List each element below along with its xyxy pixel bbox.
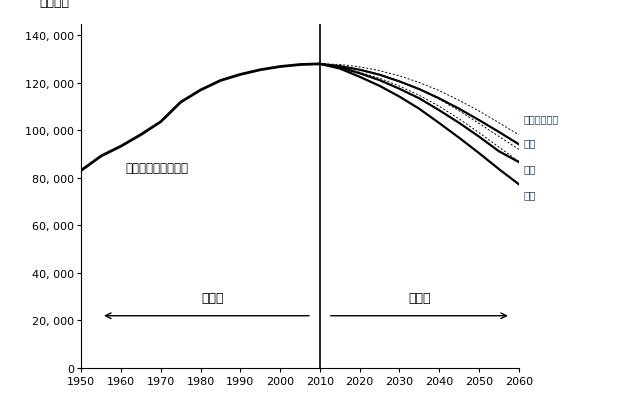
Text: 推計値: 推計値 [408, 291, 431, 304]
Text: 実績値: 実績値 [201, 291, 224, 304]
Text: 中位: 中位 [523, 164, 536, 174]
Text: 低位: 低位 [523, 189, 536, 200]
Text: （千人）: （千人） [40, 0, 70, 9]
Text: 高位: 高位 [523, 138, 536, 148]
Text: 注：破線は前回推計: 注：破線は前回推計 [125, 162, 188, 175]
Text: （出生仮定）: （出生仮定） [523, 114, 558, 124]
